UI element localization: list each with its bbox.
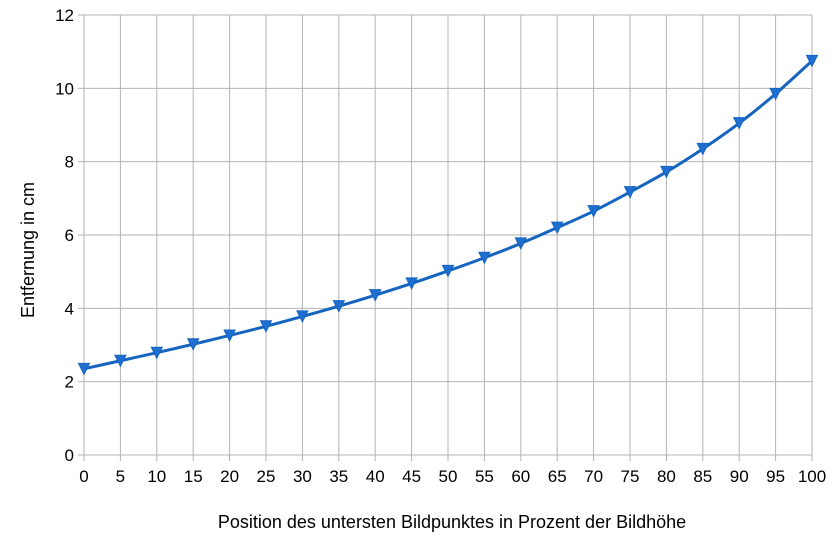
x-tick-label: 65: [548, 467, 567, 486]
data-point-marker: [696, 142, 710, 156]
x-axis-tick-labels: 0 5 10 15 20 25 30 35 40 45 50 55 60 65 70 75 80 85 90 95 10…: [79, 467, 826, 486]
x-tick-label: 75: [621, 467, 640, 486]
y-tick-label: 12: [55, 6, 74, 25]
data-point-marker: [732, 117, 746, 130]
x-tick-label: 85: [693, 467, 712, 486]
y-tick-label: 10: [55, 79, 74, 98]
gridlines: [83, 14, 813, 456]
x-tick-label: 50: [439, 467, 458, 486]
x-tick-label: 90: [730, 467, 749, 486]
y-axis-title: Entfernung in cm: [18, 182, 38, 318]
axes: [78, 14, 813, 461]
x-tick-label: 10: [147, 467, 166, 486]
x-tick-label: 60: [511, 467, 530, 486]
x-tick-label: 25: [257, 467, 276, 486]
data-point-marker: [77, 362, 91, 376]
data-point-marker: [587, 205, 600, 218]
data-point-marker: [332, 300, 346, 313]
y-tick-label: 8: [65, 153, 74, 172]
y-axis-tick-labels: 0 2 4 6 8 10 12: [55, 6, 74, 465]
x-tick-label: 40: [366, 467, 385, 486]
x-tick-label: 100: [798, 467, 826, 486]
x-tick-label: 45: [402, 467, 421, 486]
data-point-marker: [441, 264, 455, 278]
x-tick-label: 70: [584, 467, 603, 486]
data-point-marker: [223, 329, 236, 343]
data-point-marker: [368, 289, 382, 302]
data-series: [77, 54, 819, 376]
data-point-marker: [769, 87, 782, 101]
data-point-marker: [150, 346, 164, 360]
x-tick-label: 95: [766, 467, 785, 486]
data-point-marker: [186, 338, 200, 351]
data-point-marker: [114, 354, 127, 368]
x-tick-label: 5: [116, 467, 125, 486]
x-tick-label: 15: [184, 467, 203, 486]
data-point-marker: [660, 165, 673, 179]
y-tick-label: 2: [65, 373, 74, 392]
data-point-marker: [259, 320, 273, 333]
data-point-marker: [623, 186, 637, 199]
x-tick-label: 30: [293, 467, 312, 486]
data-point-marker: [478, 251, 491, 265]
data-point-marker: [405, 277, 418, 291]
y-tick-label: 6: [65, 226, 74, 245]
x-tick-label: 35: [329, 467, 348, 486]
x-tick-label: 80: [657, 467, 676, 486]
y-tick-label: 0: [65, 446, 74, 465]
x-tick-label: 55: [475, 467, 494, 486]
x-tick-label: 20: [220, 467, 239, 486]
x-axis-title: Position des untersten Bildpunktes in Pr…: [218, 512, 686, 532]
data-point-marker: [550, 221, 564, 235]
x-tick-label: 0: [79, 467, 88, 486]
data-point-marker: [514, 237, 528, 251]
y-tick-label: 4: [65, 299, 74, 318]
data-point-marker: [296, 310, 309, 324]
data-point-marker: [805, 54, 819, 68]
